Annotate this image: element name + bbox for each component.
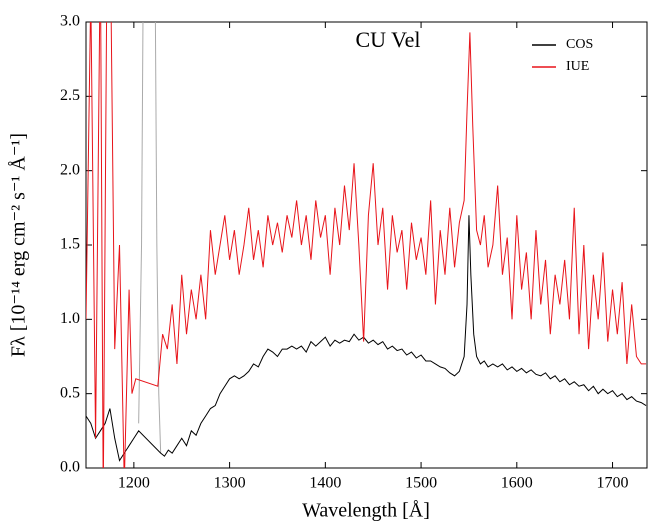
spectrum-line <box>138 22 162 454</box>
x-tick-label: 1600 <box>501 475 533 492</box>
legend-label: IUE <box>566 59 589 74</box>
y-tick-label: 1.0 <box>60 310 80 327</box>
spectrum-line <box>86 22 647 468</box>
x-axis-label: Wavelength [Å] <box>302 500 430 522</box>
y-axis-label: Fλ [10⁻¹⁴ erg cm⁻² s⁻¹ Å⁻¹] <box>8 133 30 357</box>
y-tick-label: 1.5 <box>60 236 80 253</box>
plot-lines <box>86 22 647 468</box>
x-tick-label: 1300 <box>214 475 246 492</box>
legend-label: COS <box>566 37 593 52</box>
spectrum-line <box>86 215 647 462</box>
y-tick-label: 3.0 <box>60 13 80 30</box>
x-tick-label: 1700 <box>597 475 629 492</box>
annotation: CU Vel <box>356 27 421 52</box>
y-tick-label: 2.0 <box>60 161 80 178</box>
y-tick-label: 2.5 <box>60 87 80 104</box>
x-tick-label: 1500 <box>405 475 437 492</box>
plot-frame <box>85 21 648 469</box>
x-tick-label: 1400 <box>309 475 341 492</box>
y-tick-label: 0.5 <box>60 384 80 401</box>
x-tick-label: 1200 <box>118 475 150 492</box>
y-tick-label: 0.0 <box>60 459 80 476</box>
